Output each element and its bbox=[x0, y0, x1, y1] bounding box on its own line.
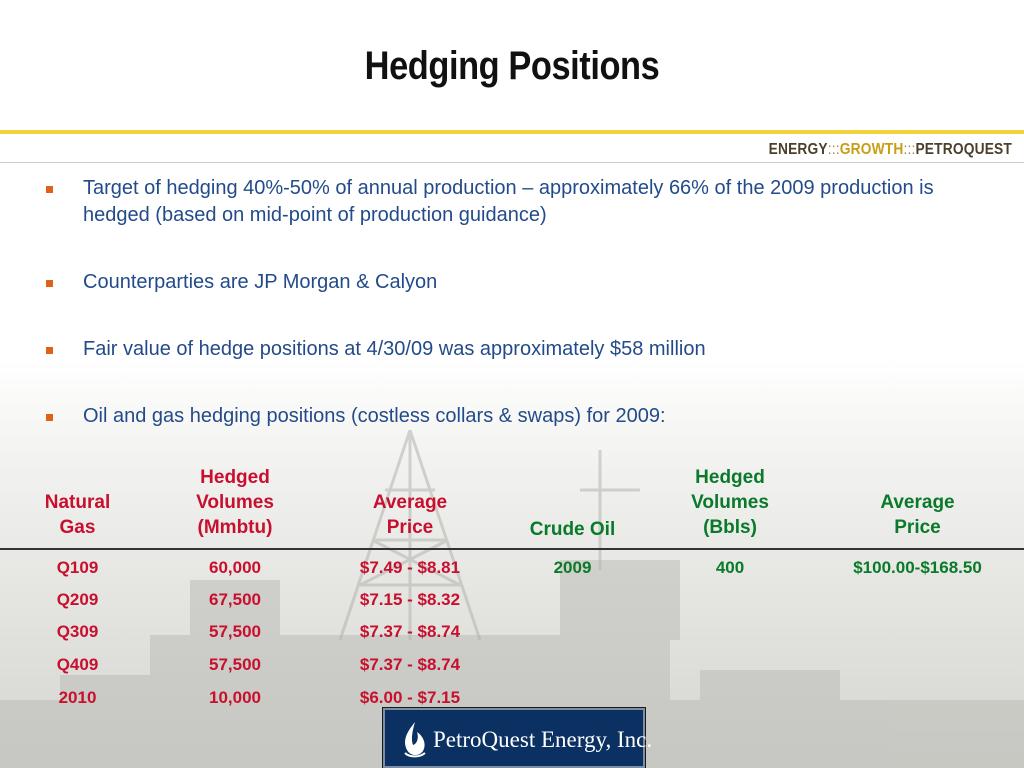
header-natural-gas: Natural Gas bbox=[20, 490, 135, 540]
bullet-item: Oil and gas hedging positions (costless … bbox=[40, 403, 980, 430]
bullet-item: Fair value of hedge positions at 4/30/09… bbox=[40, 336, 980, 363]
gas-period-cell: Q309 bbox=[56, 622, 99, 641]
gas-price-cell: $7.15 - $8.32 bbox=[359, 590, 461, 609]
table-header-divider bbox=[0, 548, 1024, 550]
flame-icon bbox=[404, 722, 426, 758]
header-gas-price: Average Price bbox=[345, 490, 475, 540]
header-line: Natural bbox=[44, 492, 111, 513]
brand-tagline: ENERGY:::GROWTH:::PETROQUEST bbox=[769, 141, 1012, 159]
bullet-text: Counterparties are JP Morgan & Calyon bbox=[83, 271, 438, 293]
gas-volume-cell: 57,500 bbox=[209, 622, 261, 641]
oil-price-cell: $100.00-$168.50 bbox=[853, 558, 982, 577]
header-line: Gas bbox=[59, 517, 96, 538]
header-oil-price: Average Price bbox=[840, 490, 995, 540]
gas-period-cell: 2010 bbox=[58, 688, 97, 707]
tagline-divider bbox=[0, 162, 1024, 163]
gas-volume-cell: 67,500 bbox=[209, 590, 261, 609]
header-gas-volume: Hedged Volumes (Mmbtu) bbox=[170, 465, 300, 540]
tagline-petroquest: PETROQUEST bbox=[915, 141, 1012, 158]
header-line: Volumes bbox=[691, 492, 769, 513]
bullet-list: Target of hedging 40%-50% of annual prod… bbox=[40, 175, 980, 470]
header-line: (Bbls) bbox=[703, 517, 757, 538]
bullet-marker-icon bbox=[46, 414, 53, 421]
slide-title: Hedging Positions bbox=[364, 44, 660, 88]
gas-volume-cell: 60,000 bbox=[209, 558, 261, 577]
header-line: Average bbox=[880, 492, 955, 513]
gas-price-cell: $7.37 - $8.74 bbox=[359, 622, 461, 641]
header-crude-oil: Crude Oil bbox=[505, 517, 640, 542]
gas-volume-cell: 10,000 bbox=[209, 688, 261, 707]
tagline-separator: ::: bbox=[827, 141, 840, 158]
header-line: Hedged bbox=[200, 467, 270, 488]
gold-divider bbox=[0, 130, 1024, 134]
header-oil-volume: Hedged Volumes (Bbls) bbox=[665, 465, 795, 540]
header-line: Price bbox=[386, 517, 434, 538]
header-line: Average bbox=[372, 492, 448, 513]
bullet-text: Oil and gas hedging positions (costless … bbox=[83, 405, 666, 427]
header-line: (Mmbtu) bbox=[197, 517, 273, 538]
gas-price-cell: $7.37 - $8.74 bbox=[359, 655, 461, 674]
bullet-marker-icon bbox=[46, 186, 53, 193]
oil-volume-cell: 400 bbox=[715, 558, 745, 577]
logo-text: PetroQuest Energy, Inc. bbox=[433, 727, 653, 752]
header-line: Crude Oil bbox=[529, 519, 616, 540]
bullet-item: Counterparties are JP Morgan & Calyon bbox=[40, 269, 980, 296]
bullet-marker-icon bbox=[46, 280, 53, 287]
gas-price-cell: $7.49 - $8.81 bbox=[359, 558, 461, 577]
oil-period-cell: 2009 bbox=[553, 558, 592, 577]
tagline-separator: ::: bbox=[903, 141, 916, 158]
tagline-growth: GROWTH bbox=[839, 141, 904, 158]
gas-period-cell: Q409 bbox=[56, 655, 99, 674]
petroquest-logo: PetroQuest Energy, Inc. bbox=[383, 708, 652, 768]
bullet-item: Target of hedging 40%-50% of annual prod… bbox=[40, 175, 980, 229]
bullet-marker-icon bbox=[46, 347, 53, 354]
gas-period-cell: Q109 bbox=[56, 558, 99, 577]
header-line: Hedged bbox=[695, 467, 765, 488]
bullet-text: Target of hedging 40%-50% of annual prod… bbox=[83, 177, 934, 226]
bullet-text: Fair value of hedge positions at 4/30/09… bbox=[83, 338, 706, 360]
header-line: Volumes bbox=[196, 492, 274, 513]
gas-volume-cell: 57,500 bbox=[209, 655, 261, 674]
tagline-energy: ENERGY bbox=[768, 141, 828, 158]
gas-price-cell: $6.00 - $7.15 bbox=[359, 688, 461, 707]
header-line: Price bbox=[894, 517, 941, 538]
gas-period-cell: Q209 bbox=[56, 590, 99, 609]
